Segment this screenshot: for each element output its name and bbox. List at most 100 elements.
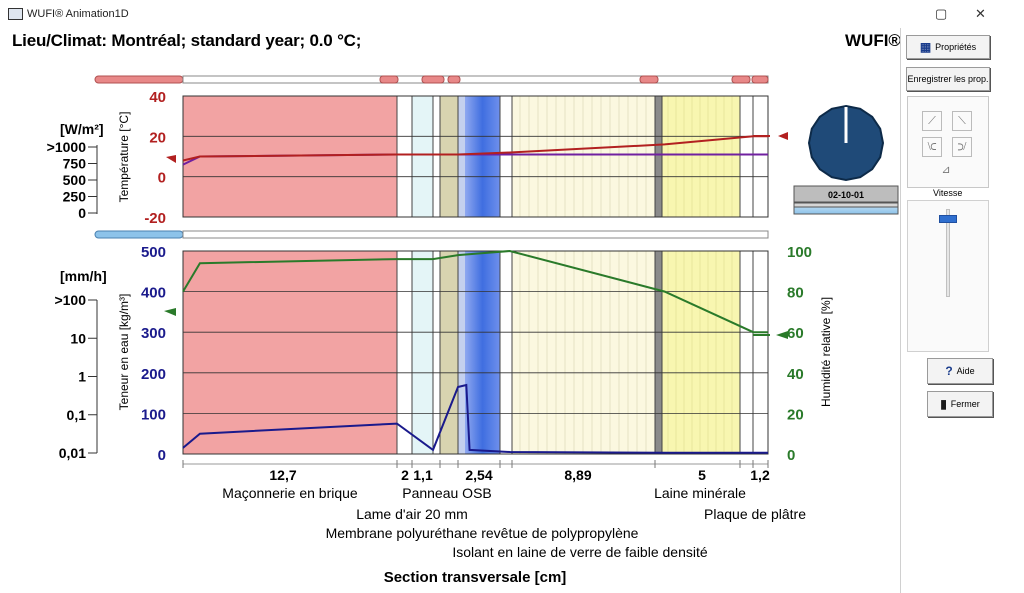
properties-button[interactable]: ▦ Propriétés [906, 35, 990, 59]
properties-icon: ▦ [919, 40, 932, 54]
maximize-button[interactable]: ▢ [935, 6, 948, 21]
play-icon[interactable]: ⊿ [941, 164, 951, 176]
outdoor-rh-marker [164, 308, 176, 316]
layer-band [655, 96, 662, 217]
x-axis-title: Section transversale [cm] [384, 569, 567, 586]
layer-band [740, 251, 753, 454]
close-button[interactable]: ✕ [975, 6, 986, 21]
layer-band [433, 96, 440, 217]
grid-lines [183, 135, 768, 414]
data-series [182, 135, 768, 454]
indoor-temp-marker [778, 132, 788, 140]
rh-tick-label: 0 [787, 447, 795, 464]
layer-name-label: Lame d'air 20 mm [356, 506, 468, 522]
temperature-series-line [182, 135, 768, 162]
help-button[interactable]: ? Aide [927, 358, 993, 384]
layer-thickness-label: 12,7 [269, 467, 296, 483]
temperature-tick-label: 40 [149, 89, 166, 106]
rain-tick-label: 1 [78, 369, 86, 385]
flux-unit-label: [W/m²] [60, 121, 104, 137]
x-ticks [182, 460, 769, 468]
temperature-tick-label: -20 [144, 210, 166, 227]
clock-dial [807, 104, 885, 182]
temperature-axis-title: Température [°C] [117, 112, 131, 203]
water-content-tick-label: 400 [141, 285, 166, 302]
layer-band [500, 96, 512, 217]
temperature-tick-label: 20 [149, 129, 166, 146]
layer-band [440, 251, 458, 454]
layer-band [465, 96, 500, 217]
water-content-tick-label: 300 [141, 325, 166, 342]
layer-band [397, 251, 412, 454]
flux-tick-label: 750 [63, 156, 87, 172]
layer-labels: 12,7 2 1,1 2,54 8,89 5 1,2 Maçonnerie en brique… [222, 467, 806, 560]
progress-bar [793, 206, 899, 215]
layer-name-label: Plaque de plâtre [704, 506, 806, 522]
layer-band [465, 251, 500, 454]
flux-tick-label: 500 [63, 172, 87, 188]
layer-name-label: Membrane polyuréthane revêtue de polypro… [326, 525, 639, 541]
help-icon: ? [945, 364, 953, 378]
rh-tick-label: 60 [787, 325, 804, 342]
layer-thickness-label: 1,1 [413, 467, 433, 483]
climate-header: Lieu/Climat: Montréal; standard year; 0.… [12, 31, 362, 50]
moisture-plot-frame [182, 250, 769, 455]
layer-band [753, 251, 768, 454]
close-app-button[interactable]: ▮ Fermer [927, 391, 993, 417]
layer-band [440, 96, 458, 217]
water-content-tick-label: 100 [141, 406, 166, 423]
flux-tick-label: 250 [63, 189, 87, 205]
layer-band [662, 251, 740, 454]
rh-tick-label: 20 [787, 406, 804, 423]
layer-band [412, 251, 433, 454]
rain-tick-label: 10 [70, 330, 86, 346]
layer-name-label: Laine minérale [654, 485, 746, 501]
layer-name-label: Isolant en laine de verre de faible dens… [452, 544, 707, 560]
window-title: WUFI® Animation1D [27, 8, 129, 20]
layer-band [662, 96, 740, 217]
layer-thickness-label: 8,89 [564, 467, 591, 483]
rh-tick-label: 40 [787, 366, 804, 383]
water-content-series-line [182, 383, 768, 454]
water-content-tick-label: 0 [158, 447, 166, 464]
layer-band [500, 251, 512, 454]
temperature-plot-frame [182, 95, 769, 218]
layer-band [753, 96, 768, 217]
water-content-tick-label: 200 [141, 366, 166, 383]
flux-tick-label: >1000 [47, 139, 87, 155]
rain-tick-label: 0,01 [59, 445, 86, 461]
layer-thickness-label: 2,54 [465, 467, 492, 483]
layer-band [458, 251, 465, 454]
outdoor-temp-marker [166, 155, 176, 163]
indoor-rh-marker [776, 331, 788, 339]
brand-label: WUFI® [845, 31, 901, 50]
step-back-icon[interactable]: ⟋ [922, 111, 942, 131]
layer-band [655, 251, 662, 454]
step-forward-icon[interactable]: ⟍ [952, 111, 972, 131]
date-box: 02-10-01 [793, 185, 899, 215]
rh-tick-label: 80 [787, 285, 804, 302]
layer-band [397, 96, 412, 217]
layer-band [412, 96, 433, 217]
layer-name-label: Panneau OSB [402, 485, 492, 501]
temperature-tick-label: 0 [158, 170, 166, 187]
water-content-tick-label: 500 [141, 244, 166, 261]
exit-door-icon: ▮ [940, 397, 947, 411]
rewind-icon[interactable]: ⟈ [922, 137, 942, 157]
speed-label: Vitesse [933, 188, 963, 198]
rain-scale: [mm/h] >100 10 1 0,1 0,01 [54, 268, 106, 461]
rain-tick-label: 0,1 [67, 407, 87, 423]
save-properties-button[interactable]: Enregistrer les prop. [906, 67, 990, 91]
speed-slider-thumb[interactable] [939, 215, 957, 223]
layer-name-label: Maçonnerie en brique [222, 485, 358, 501]
flux-tick-label: 0 [78, 205, 86, 221]
layers-bottom [183, 251, 768, 454]
speed-slider[interactable] [946, 209, 950, 297]
fast-forward-icon[interactable]: ⟉ [952, 137, 972, 157]
layer-band [512, 96, 655, 217]
layer-thickness-label: 1,2 [750, 467, 770, 483]
rain-unit-label: [mm/h] [60, 268, 107, 284]
playback-controls: ⟋ ⟍ ⟈ ⟉ ⊿ [907, 96, 989, 188]
